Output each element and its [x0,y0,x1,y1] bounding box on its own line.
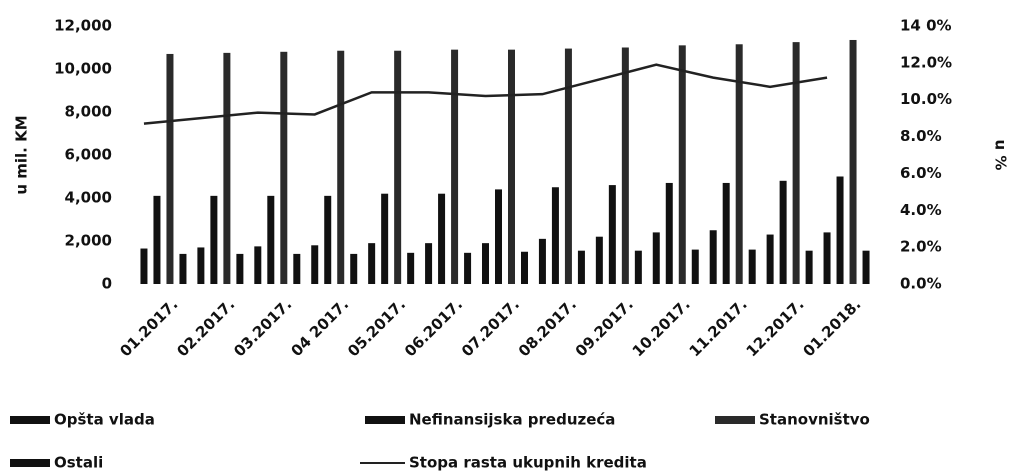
x-tick-label: 11.2017. [686,295,751,360]
bar [337,50,345,284]
bar [836,176,844,284]
x-tick-label: 01.2018. [799,295,864,360]
bar [805,250,813,284]
bar [223,52,231,284]
y2-tick-label: 0.0% [900,275,942,293]
x-tick-label: 07.2017. [458,295,523,360]
y-axis-label: u mil. KM [13,115,31,194]
bar [766,234,774,284]
bar [311,245,319,284]
bar [482,243,489,284]
bar [166,53,174,285]
y2-tick-label: 6.0% [900,164,942,182]
y-tick-label: 4,000 [65,189,112,207]
bar [508,49,515,285]
y2-tick-label: 14 0% [900,17,952,35]
x-tick-label: 02.2017. [173,295,238,360]
bar [691,249,699,284]
bar [280,51,288,284]
bar [849,39,857,284]
bar [464,252,472,284]
bar [595,236,603,284]
x-tick-label: 03.2017. [230,295,295,360]
legend-swatch [715,416,755,424]
bar [140,248,148,284]
bar [254,246,262,284]
y-tick-label: 2,000 [65,232,112,250]
bar [748,249,756,284]
bar [438,193,446,284]
bar [179,253,187,284]
y2-tick-label: 8.0% [900,127,942,145]
x-tick-label: 04 2017. [288,295,353,360]
y2-tick-label: 2.0% [900,238,942,256]
x-tick-label: 08.2017. [515,295,580,360]
bar [722,182,730,284]
x-tick-label: 01.2017. [116,295,181,360]
x-tick-label: 12.2017. [743,295,808,360]
bar [425,243,433,284]
bar [608,185,616,284]
bar [451,49,459,285]
y-tick-label: 12,000 [54,17,112,35]
x-tick-label: 10.2017. [629,295,694,360]
bar [381,193,389,284]
y-tick-label: 0 [102,275,112,293]
bar [652,232,660,284]
bar [564,48,572,285]
y2-axis-label: u % [992,140,1010,171]
legend-label: Nefinansijska preduzeća [409,411,615,429]
x-tick-label: 05.2017. [344,295,409,360]
y-tick-label: 8,000 [65,103,112,121]
bar [709,230,717,284]
bar [350,253,358,284]
bar [823,232,831,284]
bar [665,182,673,284]
bar [293,253,301,284]
bar [210,195,218,284]
bar [407,252,415,284]
bar [153,195,161,284]
bar [551,187,559,284]
bar [267,195,275,284]
x-tick-label: 09.2017. [572,295,637,360]
bar [862,250,870,284]
bar [779,180,787,284]
bar [394,50,402,284]
legend-label: Opšta vlada [54,411,155,429]
legend-swatch [365,416,405,424]
legend-label: Stopa rasta ukupnih kredita [409,454,647,472]
line [143,63,828,125]
bar [197,247,205,284]
y-tick-label: 6,000 [65,146,112,164]
bar [236,253,244,284]
bar [324,195,332,284]
bar [495,189,502,284]
x-tick-label: 06.2017. [401,295,466,360]
bar [678,45,686,284]
y2-tick-label: 4.0% [900,201,942,219]
bar [521,251,528,284]
y-tick-label: 10,000 [54,60,112,78]
y2-tick-label: 10.0% [900,90,952,108]
bar [621,47,629,284]
bar [538,238,546,284]
bar [577,250,585,284]
legend-swatch [10,416,50,424]
bar [634,250,642,284]
bar [792,42,800,284]
legend-label: Stanovništvo [759,411,870,429]
y2-tick-label: 12.0% [900,53,952,71]
bar [368,243,376,284]
legend-label: Ostali [54,454,103,472]
bar [735,44,743,285]
legend-swatch [10,459,50,467]
